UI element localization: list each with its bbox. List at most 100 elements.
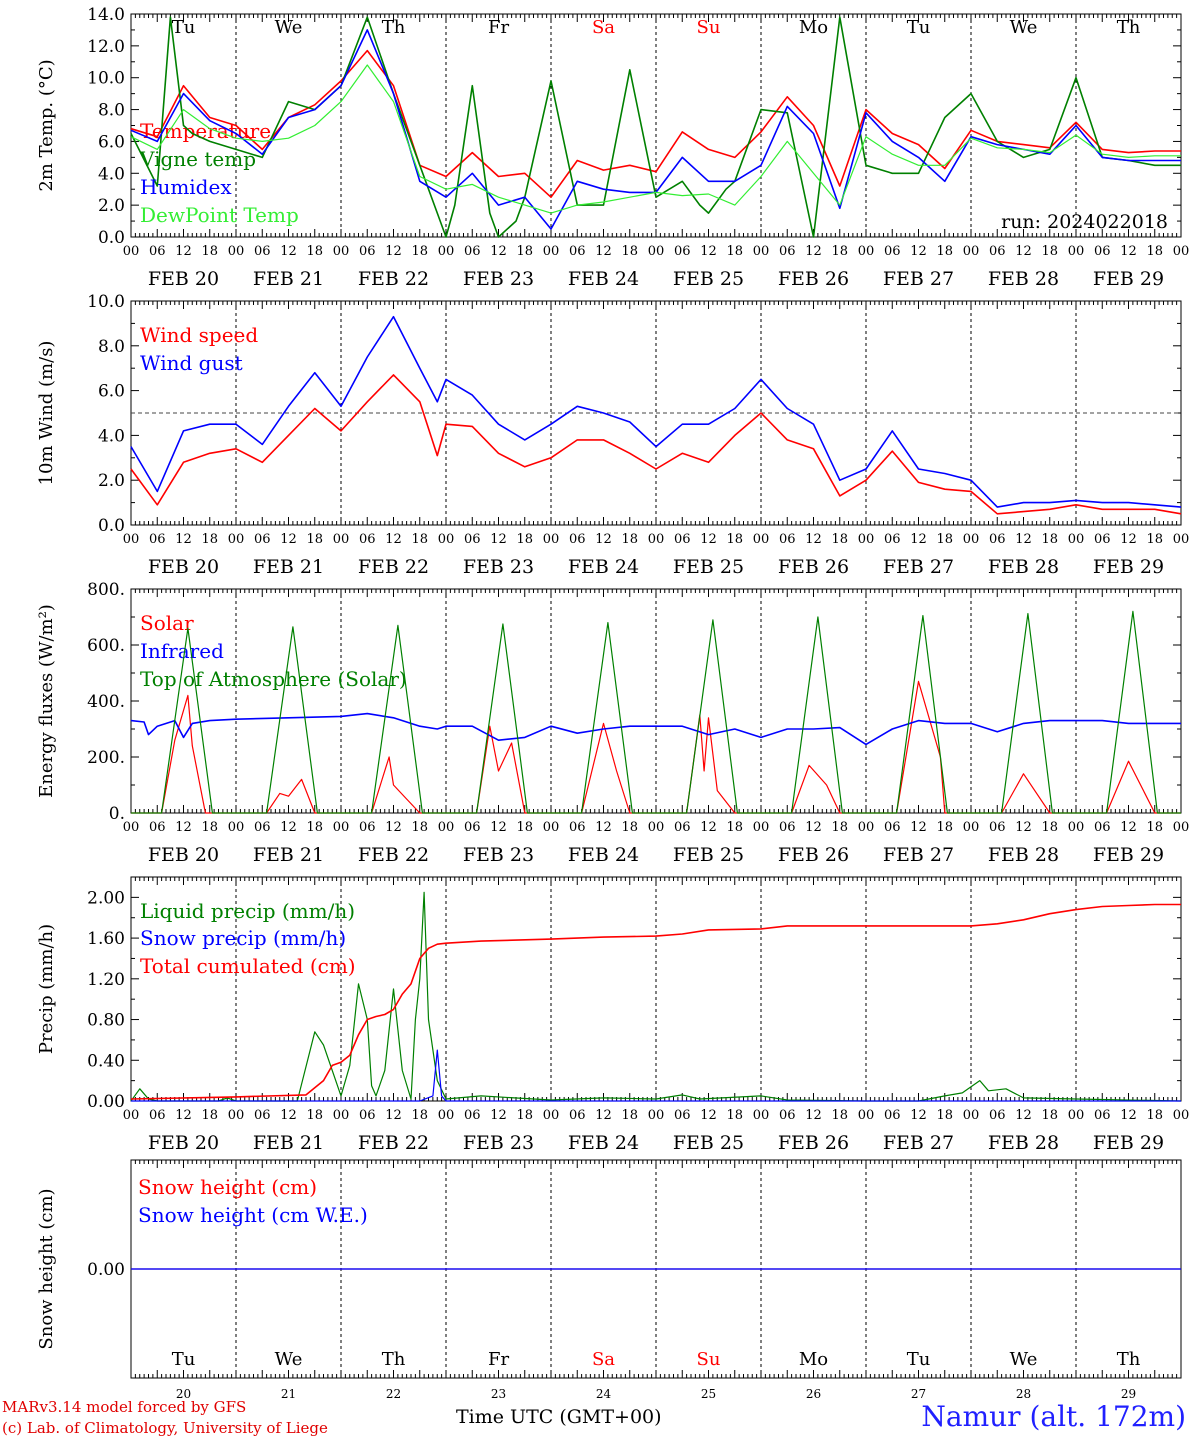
weekday-label: Tu: [907, 17, 931, 38]
hour-tick-label: 00: [228, 1108, 245, 1123]
date-label: FEB 27: [883, 556, 954, 578]
hour-tick-label: 00: [333, 244, 350, 259]
y-tick-label: 6.0: [98, 132, 125, 152]
hour-tick-label: 06: [779, 1108, 796, 1123]
hour-tick-label: 06: [884, 244, 901, 259]
hour-tick-label: 06: [464, 244, 481, 259]
legend-entry: Wind speed: [140, 323, 258, 347]
date-label: FEB 26: [778, 844, 849, 866]
date-label: FEB 21: [253, 1132, 324, 1154]
date-label: FEB 21: [253, 844, 324, 866]
weekday-label: Th: [382, 17, 406, 38]
hour-tick-label: 00: [858, 532, 875, 547]
day-number: 27: [911, 1387, 926, 1401]
hour-tick-label: 18: [1146, 820, 1163, 835]
hour-tick-label: 18: [306, 532, 323, 547]
hour-tick-label: 12: [1120, 532, 1137, 547]
hour-tick-label: 06: [359, 532, 376, 547]
hour-tick-label: 00: [1173, 1108, 1190, 1123]
hour-tick-label: 06: [989, 532, 1006, 547]
hour-tick-label: 06: [674, 820, 691, 835]
hour-tick-label: 00: [333, 1108, 350, 1123]
hour-tick-label: 18: [411, 532, 428, 547]
hour-tick-label: 06: [464, 1108, 481, 1123]
hour-tick-label: 00: [438, 1108, 455, 1123]
day-number: 24: [596, 1387, 612, 1401]
date-label: FEB 29: [1093, 844, 1164, 866]
hour-tick-label: 00: [753, 820, 770, 835]
hour-tick-label: 12: [175, 820, 192, 835]
hour-tick-label: 18: [936, 532, 953, 547]
hour-tick-label: 00: [648, 532, 665, 547]
hour-tick-label: 18: [201, 820, 218, 835]
panel-3: 0. 200. 400. 600. 800. Energy fluxes (W/m²) So…: [36, 580, 1189, 866]
hour-tick-label: 18: [831, 1108, 848, 1123]
hour-tick-label: 12: [280, 1108, 297, 1123]
hour-tick-label: 00: [753, 1108, 770, 1123]
y-axis-label: 2m Temp. (°C): [36, 59, 57, 191]
hour-tick-label: 18: [726, 820, 743, 835]
hour-tick-label: 12: [595, 244, 612, 259]
hour-tick-label: 06: [149, 1108, 166, 1123]
series-line-red: [131, 680, 1181, 814]
date-label: FEB 22: [358, 1132, 429, 1154]
date-label: FEB 24: [568, 268, 639, 290]
hour-tick-label: 06: [779, 244, 796, 259]
date-label: FEB 26: [778, 556, 849, 578]
hour-tick-label: 18: [936, 244, 953, 259]
hour-tick-label: 12: [910, 820, 927, 835]
hour-tick-label: 18: [306, 1108, 323, 1123]
hour-tick-label: 12: [1015, 532, 1032, 547]
hour-tick-label: 18: [516, 244, 533, 259]
legend-entry: Infrared: [140, 639, 224, 663]
panel-4: 0.00 0.40 0.80 1.20 1.60 2.00 Precip (mm/h) Liq…: [36, 876, 1190, 1154]
hour-tick-label: 00: [858, 1108, 875, 1123]
credit-line-lab: (c) Lab. of Climatology, University of L…: [2, 1419, 328, 1437]
hour-tick-label: 18: [201, 1108, 218, 1123]
weekday-label: Fr: [488, 17, 509, 38]
hour-tick-label: 06: [779, 820, 796, 835]
date-label: FEB 25: [673, 1132, 744, 1154]
date-label: FEB 22: [358, 844, 429, 866]
hour-tick-label: 00: [123, 820, 140, 835]
series-line-lightgreen: [130, 64, 1181, 214]
hour-tick-label: 12: [385, 532, 402, 547]
legend-entry: Snow height (cm): [138, 1175, 317, 1199]
weekday-label: Tu: [172, 17, 196, 38]
hour-tick-label: 00: [963, 244, 980, 259]
date-label: FEB 20: [148, 844, 219, 866]
hour-tick-label: 00: [1173, 820, 1190, 835]
hour-tick-label: 18: [516, 820, 533, 835]
hour-tick-label: 06: [359, 244, 376, 259]
y-tick-label: 800.: [87, 580, 125, 600]
hour-tick-label: 00: [1173, 532, 1190, 547]
hour-tick-label: 18: [621, 244, 638, 259]
hour-tick-label: 18: [936, 1108, 953, 1123]
date-label: FEB 27: [883, 844, 954, 866]
hour-tick-label: 12: [595, 1108, 612, 1123]
y-tick-label: 0.: [109, 804, 125, 824]
hour-tick-label: 06: [1094, 244, 1111, 259]
legend-entry: Solar: [140, 611, 194, 635]
hour-tick-label: 18: [306, 244, 323, 259]
hour-tick-label: 00: [963, 1108, 980, 1123]
date-label: FEB 20: [148, 556, 219, 578]
hour-tick-label: 12: [700, 244, 717, 259]
date-label: FEB 20: [148, 1132, 219, 1154]
hour-tick-label: 12: [1015, 1108, 1032, 1123]
day-number: 25: [701, 1387, 716, 1401]
legend-entry: Snow precip (mm/h): [140, 926, 346, 950]
hour-tick-label: 12: [595, 532, 612, 547]
day-number: 28: [1016, 1387, 1031, 1401]
hour-tick-label: 18: [411, 820, 428, 835]
hour-tick-label: 00: [333, 820, 350, 835]
y-tick-label: 4.0: [98, 164, 125, 184]
hour-tick-label: 00: [228, 820, 245, 835]
hour-tick-label: 12: [805, 244, 822, 259]
hour-tick-label: 00: [228, 244, 245, 259]
day-number: 26: [806, 1387, 821, 1401]
date-label: FEB 25: [673, 268, 744, 290]
hour-tick-label: 18: [726, 244, 743, 259]
hour-tick-label: 18: [1146, 1108, 1163, 1123]
